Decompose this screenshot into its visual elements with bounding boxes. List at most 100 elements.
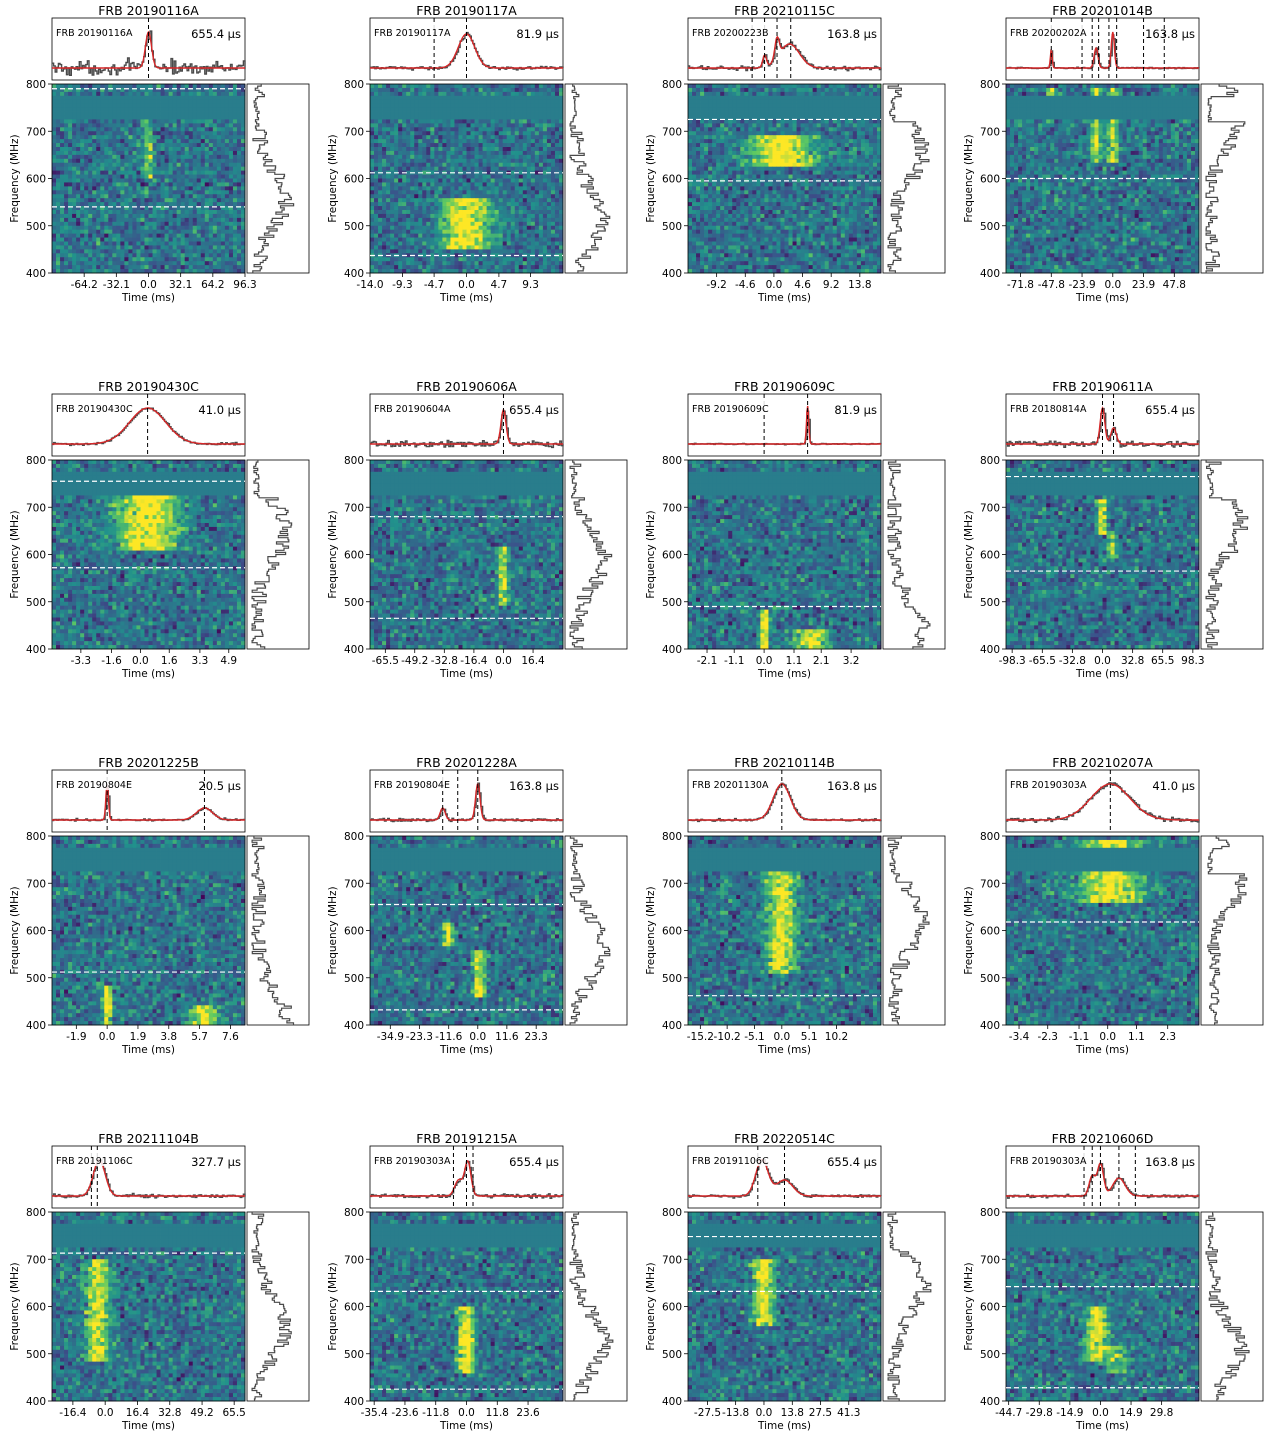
y-tick-label: 700 <box>344 1254 364 1266</box>
x-tick-label: 5.7 <box>191 1031 208 1043</box>
x-tick-label: 0.0 <box>140 279 157 291</box>
y-tick-label: 800 <box>344 455 364 467</box>
x-tick-label: -4.6 <box>735 279 756 291</box>
y-tick-label: 400 <box>662 644 682 656</box>
panel-title: FRB 20190611A <box>1052 379 1153 394</box>
y-tick-label: 700 <box>980 502 1000 514</box>
x-tick-label: -23.3 <box>406 1031 433 1043</box>
x-tick-label: -5.1 <box>744 1031 765 1043</box>
x-tick-label: 32.8 <box>158 1407 181 1419</box>
y-tick-label: 800 <box>344 1207 364 1219</box>
y-tick-label: 600 <box>344 926 364 938</box>
y-tick-label: 400 <box>662 1396 682 1408</box>
x-axis-label: Time (ms) <box>1075 668 1129 680</box>
waterfall-image <box>1006 460 1199 649</box>
y-axis-label: Frequency (MHz) <box>963 886 975 974</box>
y-tick-label: 600 <box>662 550 682 562</box>
x-axis-label: Time (ms) <box>757 1420 811 1432</box>
template-label: FRB 20190117A <box>374 28 451 39</box>
x-tick-label: -2.1 <box>697 655 718 667</box>
y-tick-label: 800 <box>344 831 364 843</box>
x-axis-label: Time (ms) <box>439 292 493 304</box>
x-tick-label: -44.7 <box>995 1407 1022 1419</box>
x-tick-label: 2.3 <box>1159 1031 1176 1043</box>
panel-title: FRB 20210114B <box>734 755 835 770</box>
time-resolution-label: 163.8 μs <box>1145 27 1195 41</box>
y-tick-label: 800 <box>662 455 682 467</box>
x-tick-label: 3.8 <box>160 1031 177 1043</box>
template-label: FRB 20190116A <box>56 28 133 39</box>
y-tick-label: 700 <box>662 126 682 138</box>
x-tick-label: 0.0 <box>97 1407 114 1419</box>
y-tick-label: 600 <box>26 174 46 186</box>
x-axis-label: Time (ms) <box>121 668 175 680</box>
y-axis-label: Frequency (MHz) <box>9 1262 21 1350</box>
x-tick-label: -11.8 <box>422 1407 449 1419</box>
y-tick-label: 800 <box>26 455 46 467</box>
y-tick-label: 600 <box>980 1302 1000 1314</box>
x-tick-label: 0.0 <box>773 1031 790 1043</box>
x-axis-label: Time (ms) <box>757 292 811 304</box>
x-tick-label: 16.4 <box>521 655 545 667</box>
y-axis-label: Frequency (MHz) <box>645 886 657 974</box>
y-axis-label: Frequency (MHz) <box>645 510 657 598</box>
x-tick-label: 10.2 <box>825 1031 848 1043</box>
x-tick-label: 23.9 <box>1132 279 1155 291</box>
x-tick-label: 11.6 <box>495 1031 519 1043</box>
y-tick-label: 600 <box>980 550 1000 562</box>
x-axis-label: Time (ms) <box>757 668 811 680</box>
template-label: FRB 20201130A <box>692 780 769 791</box>
panel-title: FRB 20191215A <box>416 1131 517 1146</box>
spectrum-axes <box>565 836 627 1025</box>
y-tick-label: 700 <box>26 502 46 514</box>
y-axis-label: Frequency (MHz) <box>327 134 339 222</box>
y-axis-label: Frequency (MHz) <box>327 886 339 974</box>
y-tick-label: 600 <box>344 174 364 186</box>
y-tick-label: 400 <box>980 1020 1000 1032</box>
template-label: FRB 20190303A <box>374 1156 451 1167</box>
x-tick-label: 0.0 <box>756 655 773 667</box>
y-tick-label: 500 <box>662 221 682 233</box>
y-axis-label: Frequency (MHz) <box>645 134 657 222</box>
x-tick-label: 29.8 <box>1150 1407 1173 1419</box>
time-resolution-label: 41.0 μs <box>198 403 241 417</box>
waterfall-image <box>688 84 881 273</box>
x-tick-label: 4.9 <box>220 655 237 667</box>
y-tick-label: 800 <box>26 79 46 91</box>
y-tick-label: 500 <box>980 597 1000 609</box>
x-tick-label: 1.1 <box>786 655 803 667</box>
y-axis-label: Frequency (MHz) <box>963 1262 975 1350</box>
y-tick-label: 400 <box>980 644 1000 656</box>
panel-title: FRB 20201228A <box>416 755 517 770</box>
y-tick-label: 800 <box>980 1207 1000 1219</box>
time-resolution-label: 655.4 μs <box>509 1155 559 1169</box>
y-tick-label: 800 <box>26 1207 46 1219</box>
x-tick-label: -3.4 <box>1009 1031 1030 1043</box>
template-label: FRB 20190804E <box>374 780 450 791</box>
x-tick-label: -14.9 <box>1056 1407 1083 1419</box>
x-tick-label: -9.2 <box>706 279 727 291</box>
y-tick-label: 400 <box>26 1396 46 1408</box>
x-tick-label: 49.2 <box>190 1407 213 1419</box>
x-tick-label: 0.0 <box>469 1031 486 1043</box>
waterfall-image <box>52 460 245 649</box>
template-label: FRB 20190609C <box>692 404 769 415</box>
x-tick-label: -13.8 <box>722 1407 749 1419</box>
x-axis-label: Time (ms) <box>121 1044 175 1056</box>
template-label: FRB 20190804E <box>56 780 132 791</box>
y-tick-label: 400 <box>980 268 1000 280</box>
template-label: FRB 20190604A <box>374 404 451 415</box>
x-axis-label: Time (ms) <box>121 1420 175 1432</box>
x-tick-label: 27.5 <box>809 1407 832 1419</box>
y-tick-label: 600 <box>26 550 46 562</box>
x-tick-label: -1.1 <box>1069 1031 1090 1043</box>
panel-title: FRB 20210606D <box>1052 1131 1154 1146</box>
y-axis-label: Frequency (MHz) <box>327 1262 339 1350</box>
waterfall-image <box>52 1212 245 1401</box>
y-tick-label: 600 <box>26 926 46 938</box>
x-tick-label: -23.9 <box>1068 279 1095 291</box>
